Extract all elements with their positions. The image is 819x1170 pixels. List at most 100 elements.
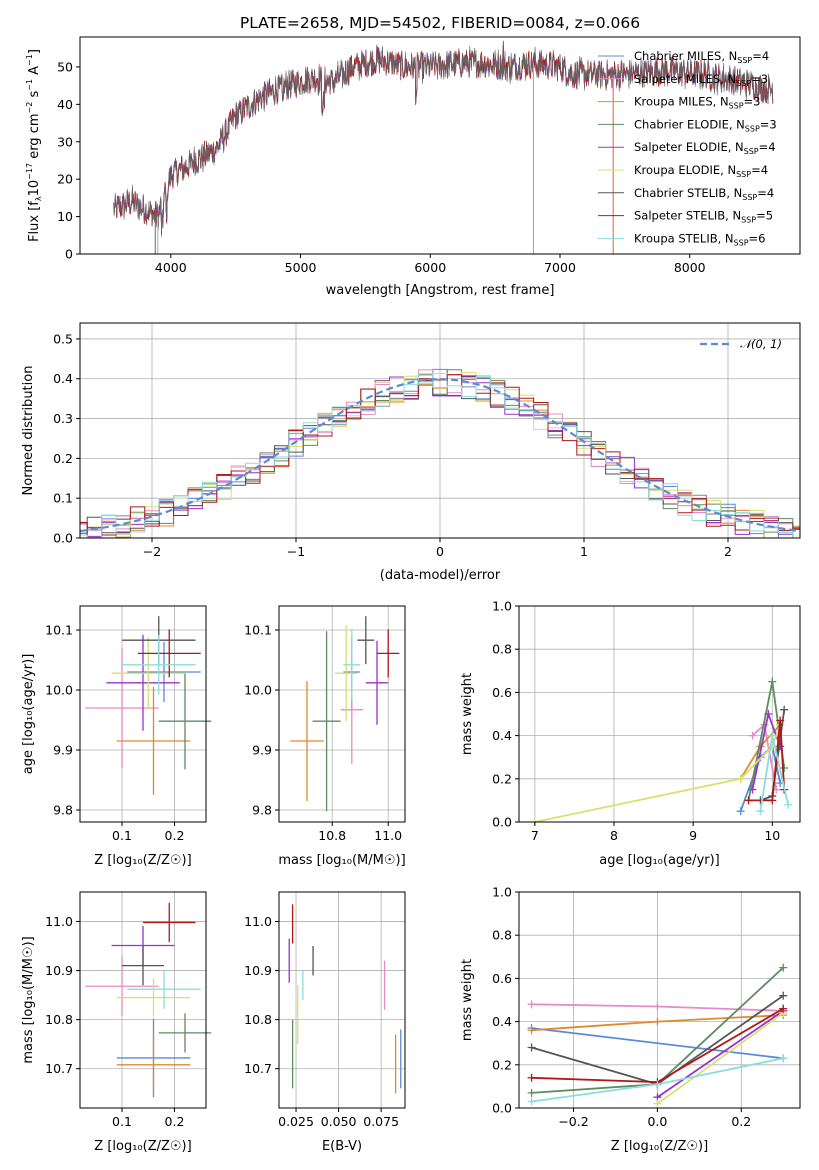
- y-tick-label: 0.6: [492, 685, 512, 700]
- massweight-marker: [527, 1000, 536, 1009]
- legend-label: Salpeter STELIB, NSSP=5: [634, 209, 773, 225]
- massweight-marker: [756, 807, 765, 816]
- legend-label-sub: SSP: [734, 238, 749, 247]
- y-tick-label: 0.1: [53, 491, 73, 506]
- massweight-marker: [779, 963, 788, 972]
- legend-label-text: Salpeter MILES, N: [634, 72, 736, 86]
- massweight-vs-age-panel: 7 8 9 10 0.0 0.2 0.4 0.6 0.8 1.0 age [log₁₀(age/yr…: [460, 599, 801, 868]
- x-axis-label: Z [log₁₀(Z/Z☉)]: [94, 853, 191, 868]
- legend-label-text: Kroupa ELODIE, N: [634, 163, 736, 177]
- legend-label-value: =5: [756, 209, 773, 223]
- massweight-marker: [653, 1080, 662, 1089]
- legend-label-value: =3: [760, 117, 777, 131]
- massweight-marker: [653, 1017, 662, 1026]
- y-tick-label: 0.2: [53, 451, 73, 466]
- x-axis-label: wavelength [Angstrom, rest frame]: [326, 283, 555, 298]
- legend-label-text: Chabrier MILES, N: [634, 49, 737, 63]
- legend-label-text: Chabrier ELODIE, N: [634, 117, 745, 131]
- spectrum-panel: 4000 5000 6000 7000 8000 0 10 20 30 40 50 wavelengt…: [25, 14, 801, 298]
- y-tick-label: 0.2: [492, 771, 512, 786]
- y-tick-label: 0.4: [53, 371, 73, 386]
- x-tick-label: 1: [580, 544, 588, 559]
- axes-frame: [278, 891, 406, 1109]
- chart-title: PLATE=2658, MJD=54502, FIBERID=0084, z=0…: [240, 14, 640, 32]
- x-tick-label: 7: [531, 828, 539, 843]
- residual-histogram-panel: −2 −1 0 1 2 0.0 0.1 0.2 0.3 0.4 0.5 (data-model)/er…: [21, 322, 801, 583]
- x-tick-label: 8: [610, 828, 618, 843]
- y-tick-label: 10.7: [45, 1061, 73, 1076]
- legend-label: Salpeter ELODIE, NSSP=4: [634, 140, 776, 156]
- y-tick-label: 0: [65, 247, 73, 262]
- observed-spectrum-line: [113, 45, 774, 238]
- massweight-marker: [768, 731, 777, 740]
- x-tick-label: 0.2: [165, 828, 185, 843]
- y-tick-label: 9.8: [53, 803, 73, 818]
- age-vs-mass-panel: 10.8 11.0 9.8 9.9 10.0 10.1 mass [log₁₀(M/M☉)]: [244, 605, 406, 868]
- y-tick-label: 10: [57, 209, 73, 224]
- x-tick-label: 0.025: [278, 1114, 314, 1129]
- legend-label-sub: SSP: [736, 170, 751, 179]
- legend-label: Chabrier ELODIE, NSSP=3: [634, 117, 777, 133]
- x-tick-label: 7000: [544, 260, 576, 275]
- massweight-marker: [653, 1002, 662, 1011]
- legend-label: 𝒩(0, 1): [740, 337, 782, 351]
- massweight-line: [656, 1012, 784, 1105]
- y-tick-label: 50: [57, 59, 73, 74]
- y-tick-label: 30: [57, 134, 73, 149]
- massweight-marker: [748, 785, 757, 794]
- y-label-part: A: [27, 66, 42, 79]
- y-axis-label: age [log₁₀(age/yr)]: [21, 654, 36, 775]
- x-tick-label: 0.075: [363, 1114, 399, 1129]
- x-tick-label: 0.1: [112, 1114, 132, 1129]
- massweight-marker: [768, 796, 777, 805]
- y-tick-label: 0.4: [492, 1014, 512, 1029]
- massweight-marker: [780, 705, 789, 714]
- legend-label: Kroupa ELODIE, NSSP=4: [634, 163, 768, 179]
- massweight-line: [531, 1027, 784, 1060]
- massweight-line: [748, 720, 786, 802]
- massweight-marker: [744, 796, 753, 805]
- x-axis-label: E(B-V): [322, 1139, 362, 1154]
- legend-label-sub: SSP: [729, 102, 744, 111]
- histogram-step: [80, 377, 800, 534]
- massweight-marker: [527, 1026, 536, 1035]
- mass-vs-extinction-panel: 0.025 0.050 0.075 10.7 10.8 10.9 11.0 E(B-V): [244, 891, 406, 1154]
- x-tick-label: −0.2: [558, 1114, 588, 1129]
- x-tick-label: 5000: [285, 260, 317, 275]
- y-tick-label: 0.2: [492, 1057, 512, 1072]
- massweight-marker: [527, 1043, 536, 1052]
- y-tick-label: 0.8: [492, 642, 512, 657]
- legend-label: Salpeter MILES, NSSP=3: [634, 72, 768, 88]
- legend-label-sub: SSP: [744, 147, 759, 156]
- y-tick-label: 10.0: [45, 683, 73, 698]
- y-tick-label: 10.1: [45, 623, 73, 638]
- legend-label-text: Salpeter ELODIE, N: [634, 140, 744, 154]
- massweight-marker: [768, 677, 777, 686]
- axes-frame: [79, 891, 207, 1109]
- massweight-marker: [779, 991, 788, 1000]
- y-label-part: −17: [25, 163, 34, 180]
- x-tick-label: 10.8: [318, 828, 346, 843]
- massweight-marker: [780, 764, 789, 772]
- y-tick-label: 1.0: [492, 885, 512, 900]
- y-label-part: −2: [25, 102, 34, 114]
- legend-label: Chabrier MILES, NSSP=4: [634, 49, 769, 65]
- massweight-vs-metallicity-panel: −0.2 0.0 0.2 0.0 0.2 0.4 0.6 0.8 1.0 Z [log₁₀(Z/Z…: [460, 885, 801, 1154]
- x-tick-label: 11.0: [374, 828, 402, 843]
- legend-label-sub: SSP: [736, 79, 751, 88]
- massweight-marker: [776, 716, 785, 725]
- massweight-marker: [527, 1088, 536, 1097]
- legend-label-text: Kroupa MILES, N: [634, 95, 729, 109]
- x-tick-label: 0.1: [112, 828, 132, 843]
- massweight-marker: [527, 1073, 536, 1082]
- x-axis-label: age [log₁₀(age/yr)]: [599, 853, 720, 868]
- y-tick-label: 0.0: [492, 1101, 512, 1116]
- legend-label-value: =4: [759, 140, 776, 154]
- y-tick-label: 10.9: [244, 963, 272, 978]
- massweight-marker: [779, 1004, 788, 1013]
- legend-label: Chabrier STELIB, NSSP=4: [634, 186, 774, 202]
- legend-label-text: Kroupa STELIB, N: [634, 231, 734, 245]
- y-label-part: ]: [27, 49, 42, 54]
- mass-vs-metallicity-panel: 0.1 0.2 10.7 10.8 10.9 11.0 Z [log₁₀(Z/Z☉)] mas…: [21, 891, 212, 1154]
- y-tick-label: 20: [57, 172, 73, 187]
